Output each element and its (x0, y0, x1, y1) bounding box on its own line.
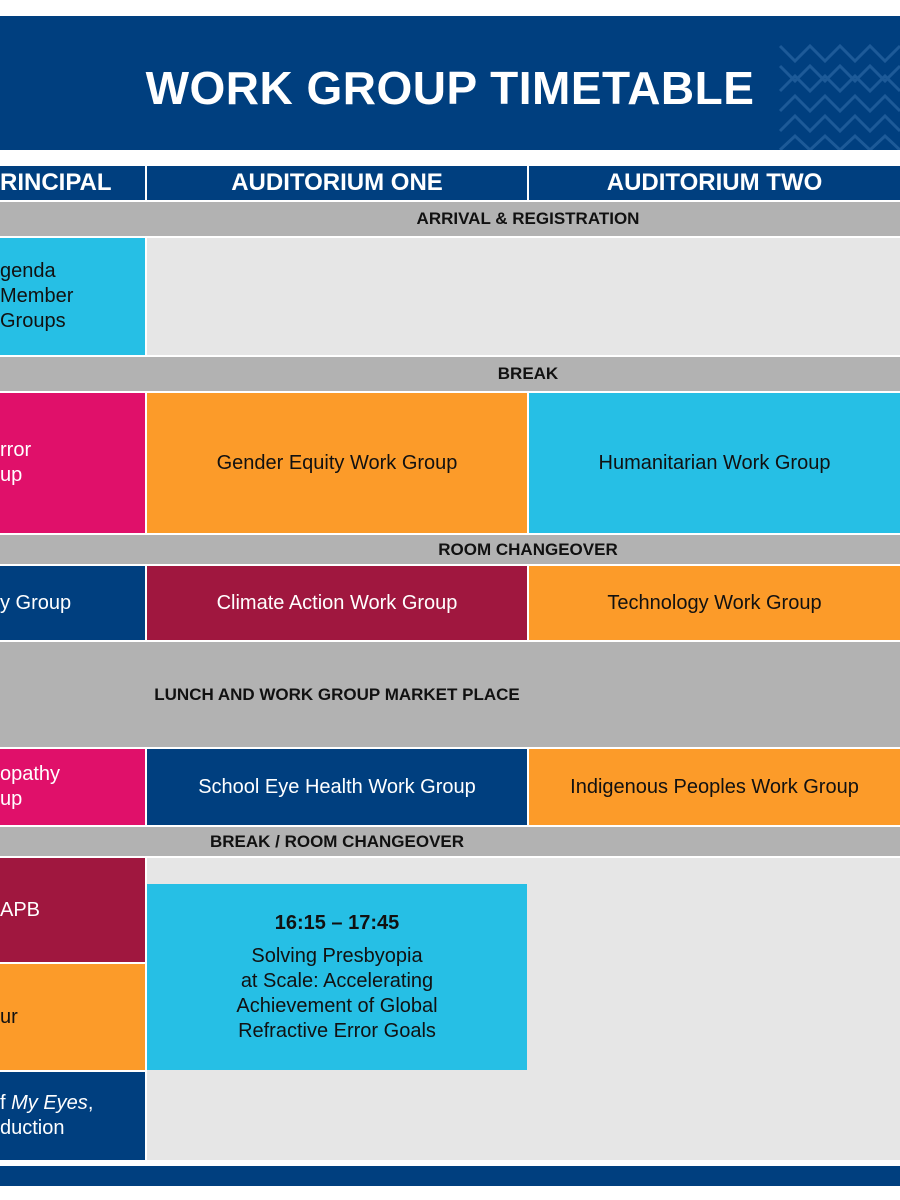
column-header-auditorium-one: AUDITORIUM ONE (147, 166, 527, 200)
my-eyes-suffix: , (87, 1092, 94, 1114)
gender-equity-session: Gender Equity Work Group (147, 393, 527, 533)
my-eyes-prefix: f (0, 1092, 12, 1114)
presbyopia-session: 16:15 – 17:45 Solving Presbyopia at Scal… (147, 884, 527, 1070)
bottom-bar (0, 1166, 900, 1186)
refractive-error-line-1: rror (0, 439, 32, 461)
agenda-line-3: Groups (0, 310, 66, 332)
my-eyes-title: My Eyes (11, 1092, 88, 1114)
presbyopia-line-2: at Scale: Accelerating (240, 969, 434, 992)
room-changeover-row: ROOM CHANGEOVER (0, 535, 900, 564)
my-eyes-session: f My Eyes, duction (0, 1072, 145, 1160)
humanitarian-session: Humanitarian Work Group (529, 393, 900, 533)
break-room-changeover-row: BREAK / ROOM CHANGEOVER (0, 827, 900, 856)
break-room-changeover-label: BREAK / ROOM CHANGEOVER (209, 831, 465, 851)
column-header-auditorium-two: AUDITORIUM TWO (529, 166, 900, 200)
agenda-line-1: genda (0, 260, 56, 282)
climate-action-session: Climate Action Work Group (147, 566, 527, 640)
presbyopia-line-4: Refractive Error Goals (238, 1019, 436, 1042)
presbyopia-time: 16:15 – 17:45 (274, 911, 400, 934)
title-banner: WORK GROUP TIMETABLE (0, 16, 900, 150)
indigenous-peoples-session: Indigenous Peoples Work Group (529, 749, 900, 825)
agenda-session: genda Member Groups (0, 238, 145, 355)
technology-session: Technology Work Group (529, 566, 900, 640)
empty-slot (147, 238, 900, 355)
presbyopia-line-3: Achievement of Global (236, 994, 438, 1017)
arrival-row: ARRIVAL & REGISTRATION (0, 202, 900, 236)
opathy-session: opathy up (0, 749, 145, 825)
opathy-line-2: up (0, 788, 23, 810)
opathy-line-1: opathy (0, 763, 61, 785)
agenda-line-2: Member (0, 285, 74, 307)
break-row: BREAK (0, 357, 900, 391)
refractive-error-session: rror up (0, 393, 145, 533)
school-eye-health-session: School Eye Health Work Group (147, 749, 527, 825)
column-header-principal: RINCIPAL (0, 166, 145, 200)
iapb-session: APB (0, 858, 145, 962)
my-eyes-line-2: duction (0, 1117, 65, 1139)
presbyopia-line-1: Solving Presbyopia (251, 944, 423, 967)
y-group-session: y Group (0, 566, 145, 640)
refractive-error-line-2: up (0, 464, 23, 486)
lunch-label: LUNCH AND WORK GROUP MARKET PLACE (154, 684, 520, 704)
ur-session: ur (0, 964, 145, 1070)
page-title: WORK GROUP TIMETABLE (145, 62, 755, 114)
lunch-row: LUNCH AND WORK GROUP MARKET PLACE (0, 642, 900, 747)
decorative-pattern-icon (778, 43, 900, 150)
my-eyes-line-1: f My Eyes, (0, 1091, 93, 1116)
